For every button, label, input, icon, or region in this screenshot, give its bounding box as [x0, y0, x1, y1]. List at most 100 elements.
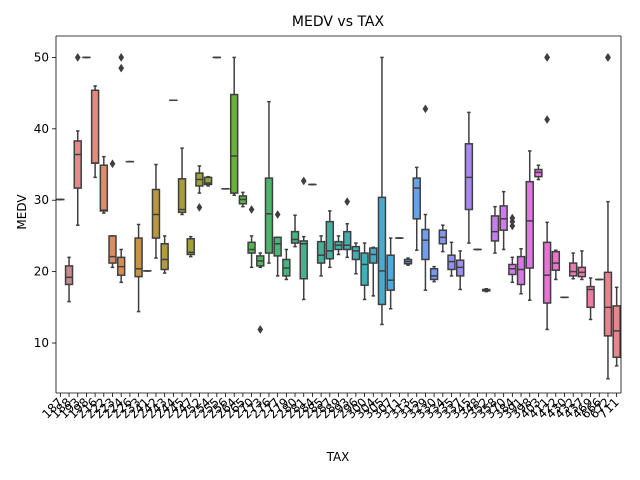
box-group-304 — [369, 246, 378, 297]
outlier-point — [248, 205, 255, 214]
y-tick-label: 10 — [34, 336, 49, 350]
box-469 — [586, 285, 595, 309]
box-270 — [247, 241, 256, 254]
box-307 — [386, 254, 395, 291]
box-group-242 — [151, 163, 161, 259]
box-276 — [264, 177, 274, 254]
chart-title: MEDV vs TAX — [292, 14, 385, 30]
box-group-411 — [542, 52, 552, 331]
box-193 — [73, 140, 82, 189]
box-285 — [316, 240, 326, 264]
box-group-296 — [351, 242, 361, 275]
box-group-264 — [229, 56, 239, 196]
outlier-point — [118, 52, 125, 62]
x-axis-label: TAX — [326, 450, 350, 464]
box-group-711 — [612, 286, 621, 367]
box-group-252 — [195, 165, 204, 212]
box-group-280 — [290, 214, 300, 248]
box-group-300 — [360, 242, 369, 301]
box-group-330 — [429, 265, 439, 283]
box-216 — [90, 89, 100, 164]
box-329 — [421, 228, 430, 261]
box-304 — [369, 247, 378, 264]
outlier-point — [544, 115, 551, 124]
box-group-403 — [534, 164, 543, 181]
box-group-287 — [325, 210, 335, 269]
box-group-224 — [116, 52, 126, 284]
box-group-285 — [316, 235, 326, 277]
box-group-223 — [108, 159, 117, 269]
box-group-315 — [412, 166, 421, 251]
y-tick-label: 30 — [34, 193, 49, 207]
box-group-245 — [177, 147, 187, 216]
box-group-281 — [299, 176, 308, 301]
box-group-335 — [447, 241, 456, 277]
box-group-270 — [247, 205, 256, 269]
box-group-358 — [490, 205, 500, 254]
y-tick-label: 40 — [34, 122, 49, 136]
y-tick-label: 20 — [34, 265, 49, 279]
box-223 — [108, 235, 117, 264]
outlier-point — [257, 324, 264, 334]
box-277 — [273, 236, 282, 257]
box-305 — [377, 196, 387, 306]
box-group-437 — [577, 250, 587, 281]
box-233 — [134, 237, 143, 278]
box-group-391 — [516, 248, 526, 295]
box-293 — [342, 230, 352, 251]
box-432 — [568, 262, 578, 277]
box-287 — [325, 220, 335, 260]
box-330 — [429, 268, 439, 281]
outlier-point — [344, 197, 351, 207]
box-group-289 — [334, 235, 343, 256]
box-243 — [160, 243, 169, 271]
box-group-247 — [186, 235, 195, 258]
plot-area: 1020304050187188193198216222223224226233… — [34, 35, 622, 421]
box-254 — [203, 176, 213, 186]
box-group-672 — [603, 52, 613, 380]
box-group-188 — [64, 256, 74, 303]
box-group-279 — [282, 248, 291, 281]
box-group-305 — [377, 56, 387, 326]
box-group-254 — [203, 175, 213, 187]
box-group-334 — [438, 224, 448, 253]
box-358 — [490, 215, 500, 242]
box-group-432 — [568, 252, 578, 280]
outlier-point — [109, 159, 116, 169]
box-245 — [177, 178, 187, 214]
box-group-273 — [256, 252, 265, 334]
y-tick-label: 50 — [34, 50, 49, 64]
outlier-point — [300, 176, 307, 186]
box-group-216 — [90, 85, 100, 179]
outlier-point — [605, 52, 611, 62]
box-group-422 — [551, 249, 561, 281]
box-group-313 — [403, 257, 413, 266]
box-411 — [542, 241, 552, 304]
box-281 — [299, 240, 308, 280]
box-group-307 — [386, 237, 395, 310]
box-264 — [229, 93, 239, 194]
box-247 — [186, 238, 195, 256]
outlier-point — [118, 63, 125, 73]
box-group-398 — [525, 150, 534, 301]
box-group-233 — [134, 223, 143, 313]
outlier-point — [274, 210, 281, 219]
box-group-469 — [586, 277, 595, 321]
outlier-point — [422, 104, 429, 114]
box-group-243 — [160, 235, 169, 274]
box-672 — [603, 271, 613, 337]
box-group-370 — [499, 190, 508, 251]
box-group-352 — [482, 288, 491, 293]
box-group-193 — [73, 52, 82, 226]
outlier-point — [509, 213, 516, 223]
box-group-276 — [264, 100, 274, 264]
box-group-329 — [421, 104, 430, 291]
box-422 — [551, 250, 561, 271]
box-391 — [516, 255, 526, 286]
y-axis-label: MEDV — [15, 194, 29, 230]
box-280 — [290, 230, 300, 244]
outlier-point — [196, 202, 203, 212]
outlier-point — [544, 52, 551, 62]
box-300 — [360, 252, 369, 286]
